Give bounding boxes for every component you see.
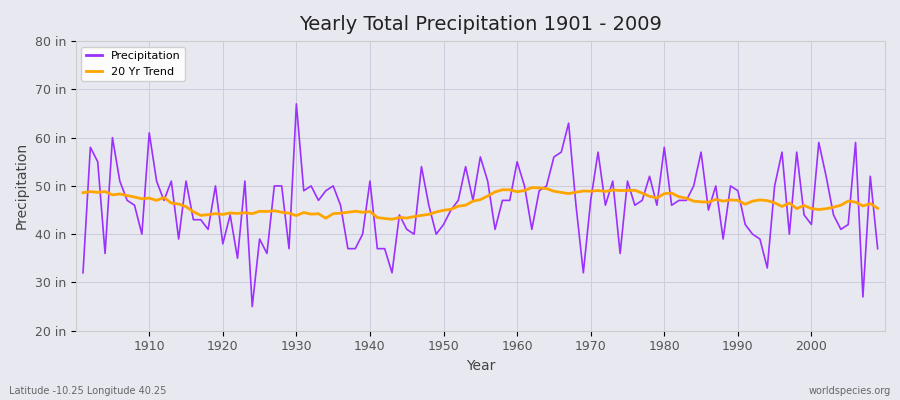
- Precipitation: [137, 232, 148, 236]
- Legend: Precipitation, 20 Yr Trend: Precipitation, 20 Yr Trend: [81, 47, 185, 81]
- 20 Yr Trend: [77, 190, 88, 195]
- 20 Yr Trend: [387, 217, 398, 222]
- X-axis label: Year: Year: [465, 359, 495, 373]
- Precipitation: [357, 232, 368, 236]
- 20 Yr Trend: [615, 188, 626, 193]
- Precipitation: [247, 304, 257, 309]
- Precipitation: [519, 184, 530, 188]
- Text: worldspecies.org: worldspecies.org: [809, 386, 891, 396]
- 20 Yr Trend: [298, 210, 309, 215]
- Y-axis label: Precipitation: Precipitation: [15, 142, 29, 230]
- Precipitation: [872, 246, 883, 251]
- 20 Yr Trend: [343, 210, 354, 215]
- Line: Precipitation: Precipitation: [83, 104, 878, 306]
- 20 Yr Trend: [512, 189, 523, 194]
- Text: Latitude -10.25 Longitude 40.25: Latitude -10.25 Longitude 40.25: [9, 386, 166, 396]
- Precipitation: [291, 102, 302, 106]
- 20 Yr Trend: [519, 188, 530, 193]
- 20 Yr Trend: [872, 206, 883, 211]
- Precipitation: [313, 198, 324, 203]
- Precipitation: [77, 270, 88, 275]
- 20 Yr Trend: [526, 185, 537, 190]
- Line: 20 Yr Trend: 20 Yr Trend: [83, 188, 878, 219]
- 20 Yr Trend: [137, 196, 148, 201]
- Precipitation: [615, 251, 626, 256]
- Precipitation: [526, 227, 537, 232]
- Title: Yearly Total Precipitation 1901 - 2009: Yearly Total Precipitation 1901 - 2009: [299, 15, 662, 34]
